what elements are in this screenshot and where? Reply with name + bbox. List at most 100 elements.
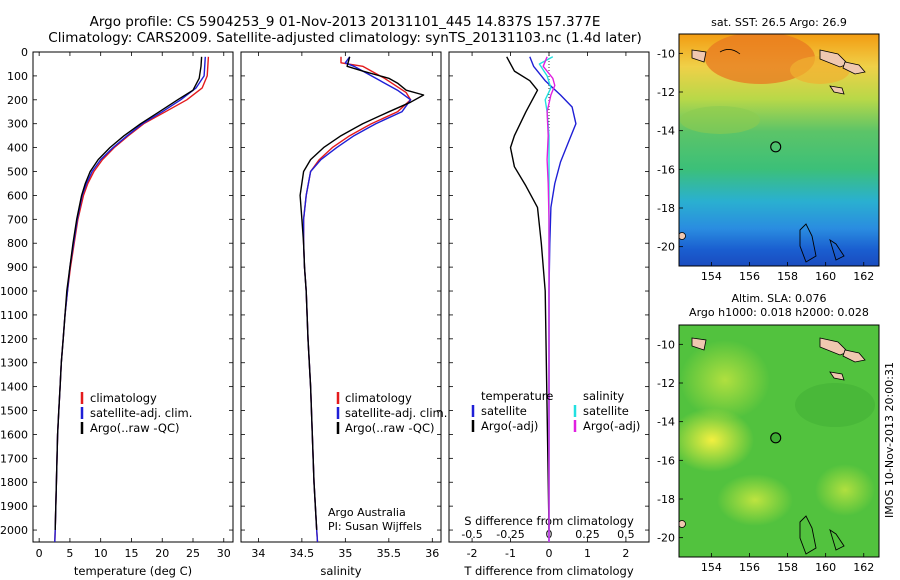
legend-s-satellite-label: satellite (583, 404, 629, 418)
y-tick-label: 1400 (0, 381, 28, 394)
reef-contour (829, 238, 845, 261)
y-tick-label: 2000 (0, 524, 28, 537)
coastline (719, 49, 741, 55)
legend-argo-label: Argo(..raw -QC) (345, 421, 435, 435)
sla-high-patch (680, 340, 770, 420)
sst-warm-patch (705, 34, 815, 84)
y-tick-label: 200 (7, 94, 28, 107)
reef-contour (829, 528, 845, 551)
sla-map-title-2: Argo h1000: 0.018 h2000: 0.028 (689, 306, 869, 319)
sal-tick-label: 0.25 (575, 528, 600, 541)
map-y-tick-label: -20 (657, 532, 675, 545)
island-shape (829, 85, 845, 95)
x-tick-label: 30 (217, 547, 231, 560)
x-tick-label: 0 (36, 547, 43, 560)
map-y-tick-label: -20 (657, 241, 675, 254)
legend-t-argo-label: Argo(-adj) (481, 419, 538, 433)
y-tick-label: 0 (21, 46, 28, 59)
y-tick-label: 1700 (0, 452, 28, 465)
difference-legend: temperature salinity satellite Argo(-adj… (471, 389, 640, 433)
y-tick-label: 1300 (0, 357, 28, 370)
salinity-legend: climatology satellite-adj. clim. Argo(..… (328, 391, 447, 533)
sal-tick-label: -0.5 (461, 528, 482, 541)
map-x-tick-label: 156 (739, 270, 760, 283)
map-y-tick-label: -16 (657, 163, 675, 176)
map-y-tick-label: -16 (657, 454, 675, 467)
legend-climatology-label: climatology (345, 391, 412, 405)
y-tick-label: 300 (7, 118, 28, 131)
temperature-panel: 0100200300400500600700800900100011001200… (0, 46, 234, 578)
x-tick-label: 2 (622, 547, 629, 560)
reef-contour (799, 223, 817, 263)
y-tick-label: 1900 (0, 500, 28, 513)
map-x-tick-label: 158 (777, 561, 798, 574)
map-y-tick-label: -10 (657, 338, 675, 351)
y-tick-label: 400 (7, 142, 28, 155)
plot-frame (240, 51, 442, 543)
map-y-tick-label: -12 (657, 377, 675, 390)
series-line-argo (54, 56, 203, 531)
map-y-tick-label: -14 (657, 416, 675, 429)
title-line-2: Climatology: CARS2009. Satellite-adjuste… (48, 30, 641, 46)
map-x-tick-label: 162 (853, 270, 874, 283)
legend-argo-label: Argo(..raw -QC) (90, 421, 180, 435)
legend-satellite-label: satellite-adj. clim. (345, 406, 447, 420)
y-tick-label: 1200 (0, 333, 28, 346)
y-tick-label: 1600 (0, 428, 28, 441)
legend-climatology-label: climatology (90, 391, 157, 405)
temperature-legend: climatology satellite-adj. clim. Argo(..… (80, 391, 192, 435)
y-tick-label: 500 (7, 166, 28, 179)
x-tick-label: 0 (546, 547, 553, 560)
x-axis-label: temperature (deg C) (74, 564, 192, 578)
annotation-argo-australia: Argo Australia (328, 506, 406, 519)
y-tick-label: 1500 (0, 405, 28, 418)
difference-panel: -2 -1 0 1 2-0.5 -0.25 0 0.25 0.5S difference fro… (448, 51, 650, 578)
sst-map: 154 156 158 160 162 -10 -12 -14 -16 -18 -20 (657, 33, 880, 283)
x-tick-label: 35.5 (377, 547, 402, 560)
annotation-pi: PI: Susan Wijffels (328, 520, 422, 533)
legend-salinity-title: salinity (583, 389, 624, 403)
x-axis-label: salinity (320, 564, 361, 578)
sla-high-patch (815, 464, 875, 516)
sla-map-title-1: Altim. SLA: 0.076 (731, 292, 826, 305)
x-tick-label: 34.5 (290, 547, 315, 560)
sst-mid-patch (680, 106, 760, 134)
argo-location-marker (770, 141, 782, 153)
series-line-argo (299, 56, 425, 531)
series-line-t-argo (506, 56, 550, 531)
title-line-1: Argo profile: CS 5904253_9 01-Nov-2013 2… (90, 14, 601, 30)
map-x-tick-label: 160 (815, 270, 836, 283)
island-shape (829, 371, 845, 381)
island-shape (691, 337, 707, 351)
x-tick-label: 15 (124, 547, 138, 560)
x-tick-label: 20 (155, 547, 169, 560)
legend-t-satellite-label: satellite (481, 404, 527, 418)
x-tick-label: 10 (94, 547, 108, 560)
reef-contour (799, 515, 817, 555)
sal-tick-label: 0.5 (617, 528, 635, 541)
x-tick-label: 36 (425, 547, 439, 560)
x-tick-label: 25 (186, 547, 200, 560)
sla-low-patch (795, 383, 875, 427)
island-shape (679, 520, 686, 528)
x-tick-label: 35 (338, 547, 352, 560)
x-tick-label: -2 (467, 547, 478, 560)
map-x-tick-label: 158 (777, 270, 798, 283)
sal-tick-label: -0.25 (496, 528, 524, 541)
legend-satellite-label: satellite-adj. clim. (90, 406, 192, 420)
y-tick-label: 1800 (0, 476, 28, 489)
map-y-tick-label: -10 (657, 47, 675, 60)
map-x-tick-label: 162 (853, 561, 874, 574)
x-tick-label: -1 (505, 547, 516, 560)
legend-temperature-title: temperature (481, 389, 553, 403)
map-x-tick-label: 156 (739, 561, 760, 574)
y-tick-label: 700 (7, 213, 28, 226)
plot-frame (32, 51, 234, 543)
footer-timestamp: IMOS 10-Nov-2013 20:00:31 (883, 362, 896, 518)
sla-high-patch (679, 408, 754, 472)
y-tick-label: 100 (7, 70, 28, 83)
island-shape (691, 49, 707, 63)
map-y-tick-label: -18 (657, 202, 675, 215)
x-axis-label: T difference from climatology (463, 564, 634, 578)
